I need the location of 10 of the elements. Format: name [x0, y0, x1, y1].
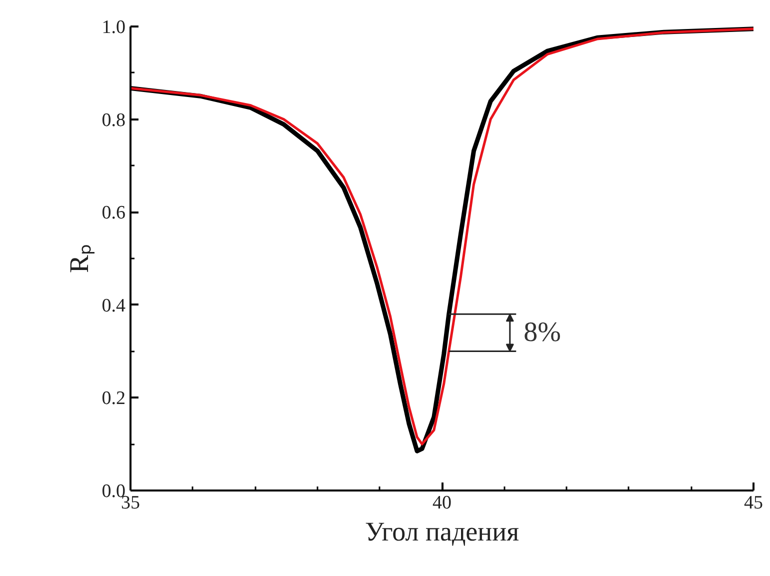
- x-tick-label: 40: [432, 492, 452, 514]
- y-tick-label: 1.0: [102, 17, 126, 38]
- x-axis-title: Угол падения: [365, 516, 519, 546]
- y-tick-label: 0.6: [102, 202, 126, 224]
- y-axis-title: Rₚ: [64, 244, 95, 274]
- y-tick-label: 0.8: [102, 110, 126, 131]
- annotation: 8%: [524, 317, 561, 348]
- y-tick-label: 0.4: [102, 295, 126, 316]
- x-tick-label: 45: [744, 492, 763, 514]
- y-tick-label: 0.2: [102, 388, 126, 410]
